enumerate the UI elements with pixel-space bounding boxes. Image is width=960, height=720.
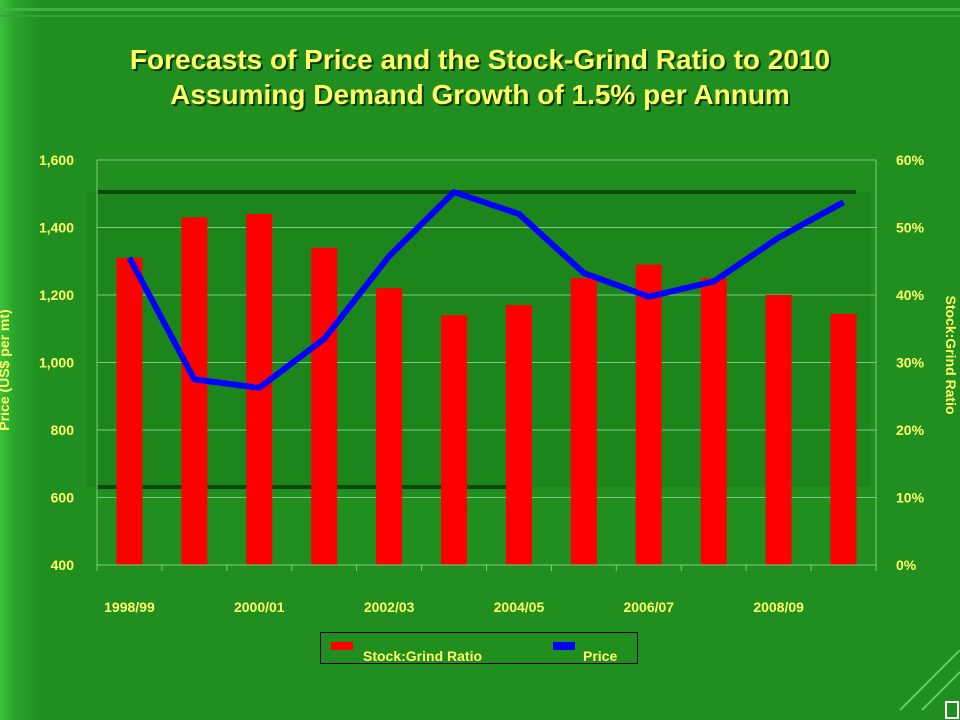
x-tick-label: 2004/05 xyxy=(494,599,545,615)
point-price xyxy=(128,257,130,259)
x-tick-label: 2008/09 xyxy=(753,599,804,615)
point-price xyxy=(193,378,195,380)
bar-stock-grind-ratio xyxy=(570,278,597,565)
y-tick-label: 400 xyxy=(51,557,75,573)
bar-stock-grind-ratio xyxy=(311,247,338,565)
point-price xyxy=(453,191,455,193)
point-price xyxy=(778,237,780,239)
y2-axis-title: Stock:Grind Ratio xyxy=(943,295,959,414)
point-price xyxy=(388,255,390,257)
y-tick-label: 1,200 xyxy=(39,287,74,303)
point-price xyxy=(583,272,585,274)
y2-tick-label: 10% xyxy=(896,490,925,506)
y-tick-label: 800 xyxy=(51,422,75,438)
bar-stock-grind-ratio xyxy=(830,313,857,565)
y2-tick-label: 30% xyxy=(896,355,925,371)
chart-title-line-2: Assuming Demand Growth of 1.5% per Annum xyxy=(170,79,790,110)
axes xyxy=(96,160,877,571)
bar-stock-grind-ratio xyxy=(116,257,143,565)
x-axis-ticks: 1998/99 2000/01 2002/03 2004/05 2006/07 2008/… xyxy=(104,599,804,615)
y-axis-title: Price (US$ per mt) xyxy=(0,309,12,430)
y-tick-label: 1,600 xyxy=(39,152,74,168)
y2-tick-label: 20% xyxy=(896,422,925,438)
x-tick-label: 2002/03 xyxy=(364,599,415,615)
y2-tick-label: 40% xyxy=(896,287,925,303)
bar-stock-grind-ratio xyxy=(441,315,468,565)
y2-axis-ticks: 60% 50% 40% 30% 20% 10% 0% xyxy=(896,152,925,573)
y-tick-label: 1,000 xyxy=(39,355,74,371)
bar-stock-grind-ratio xyxy=(765,295,792,565)
bar-stock-grind-ratio xyxy=(181,217,208,565)
point-price xyxy=(648,296,650,298)
legend-swatch-line xyxy=(553,642,575,650)
legend-swatch-bar xyxy=(331,642,353,650)
plot-wall xyxy=(87,192,871,487)
y2-tick-label: 0% xyxy=(896,557,917,573)
y2-tick-label: 50% xyxy=(896,220,925,236)
line-price xyxy=(126,189,845,391)
point-price xyxy=(258,387,260,389)
x-tick-label: 2006/07 xyxy=(623,599,674,615)
legend-label-line: Price xyxy=(583,648,618,664)
y2-tick-label: 60% xyxy=(896,152,925,168)
corner-decoration xyxy=(900,650,960,719)
chart-title: Forecasts of Price and the Stock-Grind R… xyxy=(40,42,920,112)
bar-stock-grind-ratio xyxy=(635,264,662,565)
legend: Stock:Grind Ratio Price xyxy=(320,632,638,664)
bar-series xyxy=(116,214,857,565)
bar-stock-grind-ratio xyxy=(700,278,727,565)
top-rule-secondary xyxy=(0,15,960,17)
x-tick-label: 2000/01 xyxy=(234,599,285,615)
point-price xyxy=(713,281,715,282)
legend-label-bar: Stock:Grind Ratio xyxy=(363,648,483,664)
top-rule xyxy=(0,8,960,11)
y-axis-ticks: 1,600 1,400 1,200 1,000 800 600 400 xyxy=(39,152,74,573)
point-price xyxy=(323,338,325,340)
x-tick-label: 1998/99 xyxy=(104,599,155,615)
plot-area xyxy=(87,190,871,489)
bar-stock-grind-ratio xyxy=(376,288,403,565)
point-price xyxy=(843,201,845,203)
bar-stock-grind-ratio xyxy=(505,305,532,565)
line-series xyxy=(126,189,845,391)
chart-title-line-1: Forecasts of Price and the Stock-Grind R… xyxy=(129,44,831,75)
y-tick-label: 600 xyxy=(51,490,75,506)
y-tick-label: 1,400 xyxy=(39,220,74,236)
point-price xyxy=(518,213,520,215)
